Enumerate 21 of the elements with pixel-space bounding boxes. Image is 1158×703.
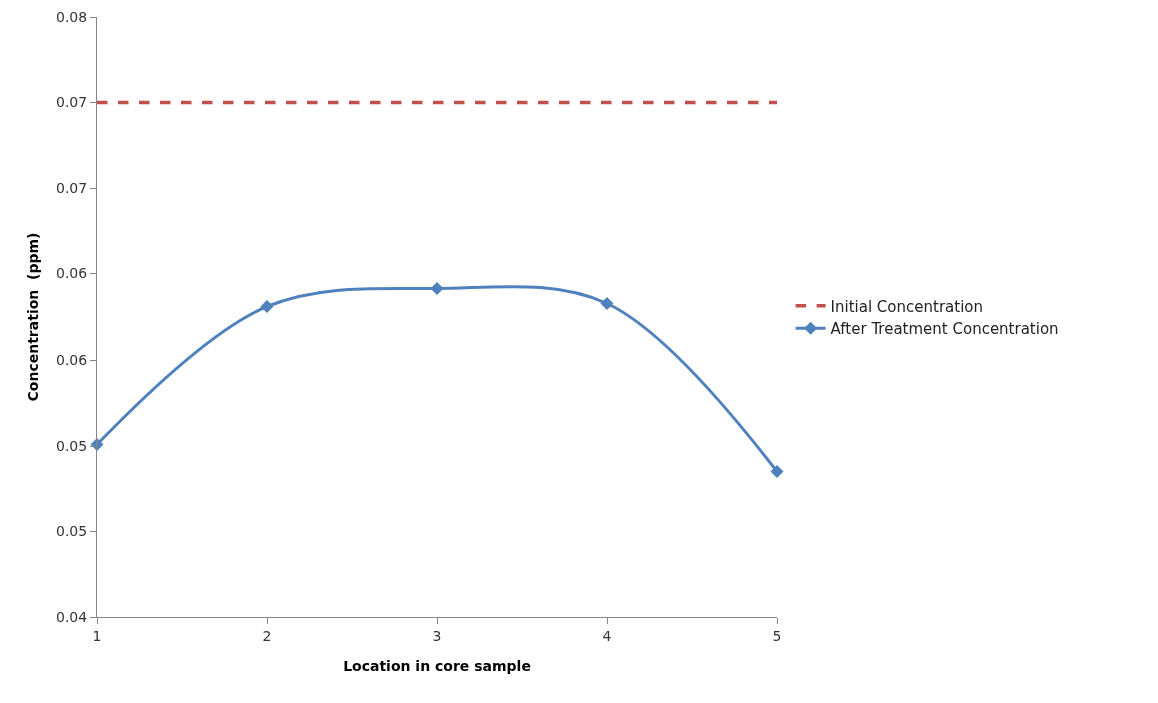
y-tick-label: 0.04 — [56, 608, 88, 625]
y-axis-title: Concentration (ppm) — [24, 232, 41, 402]
y-tick-label: 0.05 — [56, 523, 88, 540]
y-tick-label: 0.07 — [56, 94, 88, 111]
y-tick-label: 0.06 — [56, 265, 88, 282]
y-tick-label: 0.05 — [56, 437, 88, 454]
x-tick-label: 5 — [772, 627, 782, 644]
x-tick-label: 4 — [602, 627, 612, 644]
x-tick-label: 3 — [432, 627, 442, 644]
y-tick-label: 0.06 — [56, 352, 88, 369]
x-axis-title: Location in core sample — [343, 658, 531, 675]
x-tick-label: 1 — [92, 627, 102, 644]
point — [260, 300, 274, 313]
x-tick-label: 2 — [262, 627, 272, 644]
legend-label: After Treatment Concentration — [830, 320, 1059, 339]
y-tick-label: 0.07 — [56, 179, 88, 196]
y-tick-label: 0.08 — [56, 8, 88, 25]
point — [600, 297, 614, 310]
point — [770, 465, 784, 478]
point — [430, 282, 444, 295]
legend-label: Initial Concentration — [830, 297, 983, 316]
